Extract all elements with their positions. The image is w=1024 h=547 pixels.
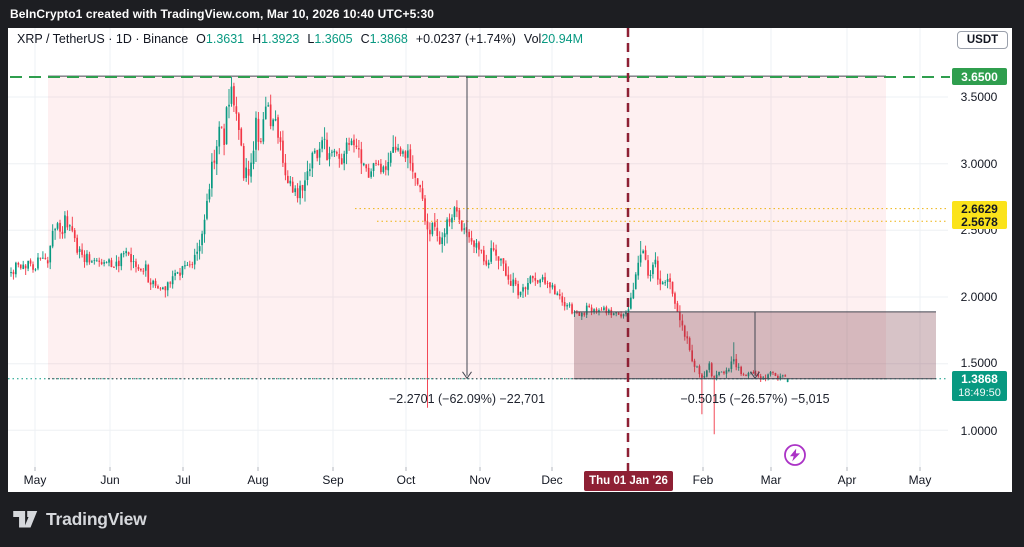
chart-panel	[8, 28, 1012, 492]
tradingview-logo-mark	[13, 511, 38, 528]
price-label-3-0[interactable]: 3.0000	[960, 157, 998, 171]
price-label-1-5[interactable]: 1.5000	[960, 356, 998, 370]
resistance-price-badge: 3.6500	[952, 68, 1007, 85]
month-label-aug: Aug	[247, 473, 269, 487]
measure-label-2: −0.5015 (−26.57%) −5,015	[680, 392, 830, 406]
month-label-dec: Dec	[541, 473, 563, 487]
ohlc-low: L1.3605	[307, 32, 352, 46]
tradingview-logo-text: TradingView	[46, 509, 147, 529]
candle-countdown: 18:49:50	[958, 386, 1001, 399]
ohlc-close: C1.3868	[361, 32, 408, 46]
price-label-1-0[interactable]: 1.0000	[960, 424, 998, 438]
measure-label-1: −2.2701 (−62.09%) −22,701	[388, 392, 546, 406]
alert-price-badge-2: 2.5678	[952, 214, 1007, 229]
high-label: H	[252, 31, 262, 46]
month-label-nov: Nov	[469, 473, 491, 487]
month-label-feb: Feb	[692, 473, 714, 487]
alert-price-badge-1: 2.6629	[952, 201, 1007, 216]
high-value: 1.3923	[261, 31, 300, 46]
close-label: C	[360, 31, 370, 46]
flash-icon[interactable]	[783, 443, 807, 467]
last-price-value: 1.3868	[961, 372, 998, 387]
last-price-badge: 1.3868 18:49:50	[952, 371, 1007, 401]
open-label: O	[196, 31, 206, 46]
month-label-oct: Oct	[396, 473, 416, 487]
change-value: +0.0237 (+1.74%)	[415, 31, 516, 46]
volume-group: Vol20.94M	[524, 32, 583, 46]
usdt-button[interactable]: USDT	[957, 31, 1008, 49]
open-value: 1.3631	[205, 31, 245, 46]
volume-value: 20.94M	[541, 31, 584, 46]
attribution-text: BeInCrypto1 created with TradingView.com…	[10, 7, 435, 21]
symbol-title[interactable]: XRP / TetherUS · 1D · Binance	[17, 31, 189, 46]
low-value: 1.3605	[314, 31, 353, 46]
month-label-jun: Jun	[100, 473, 120, 487]
attribution-bar: BeInCrypto1 created with TradingView.com…	[0, 0, 1024, 28]
close-value: 1.3868	[369, 31, 408, 46]
brand-bar: TradingView	[0, 492, 1024, 547]
chart-canvas[interactable]	[8, 28, 1012, 492]
tradingview-logo[interactable]: TradingView	[13, 509, 147, 530]
ohlc-open: O1.3631	[196, 32, 244, 46]
month-label-apr: Apr	[837, 473, 857, 487]
price-label-3-5[interactable]: 3.5000	[960, 90, 998, 104]
ohlc-high: H1.3923	[252, 32, 299, 46]
low-label: L	[307, 31, 315, 46]
month-label-may2: May	[908, 473, 932, 487]
symbol-row: XRP / TetherUS · 1D · Binance O1.3631 H1…	[17, 31, 583, 46]
volume-label: Vol	[523, 31, 542, 46]
price-label-2-0[interactable]: 2.0000	[960, 290, 998, 304]
month-label-mar: Mar	[760, 473, 782, 487]
month-label-may: May	[23, 473, 47, 487]
month-label-jul: Jul	[175, 473, 191, 487]
month-label-sep: Sep	[322, 473, 344, 487]
jan-date-badge[interactable]: Thu 01 Jan '26	[584, 471, 673, 491]
